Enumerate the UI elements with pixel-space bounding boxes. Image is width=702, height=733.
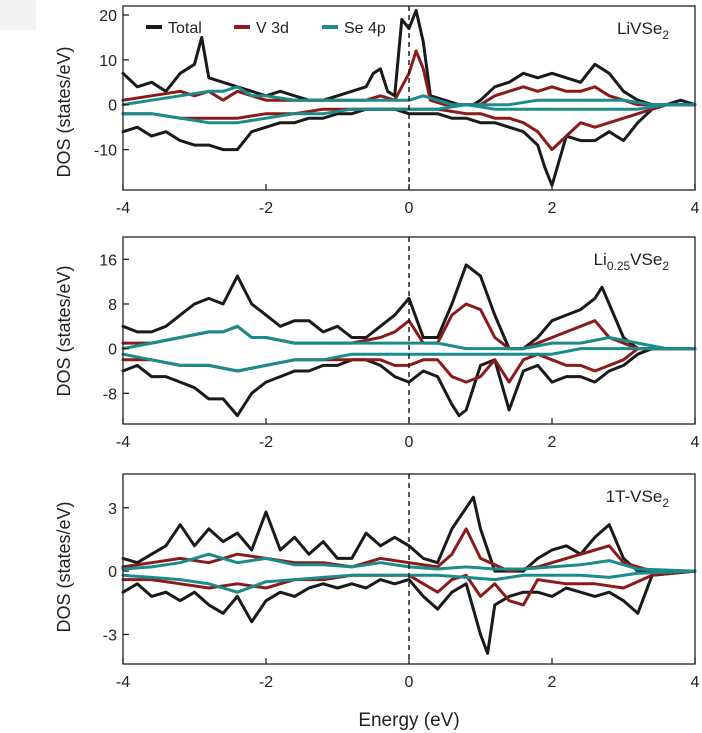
panel-label-subscript: 0.25 [607, 259, 631, 273]
x-tick-label: 2 [548, 200, 557, 217]
x-tick-label: -4 [116, 674, 130, 691]
x-tick-label: 2 [548, 674, 557, 691]
series-se-4p-down [121, 347, 697, 373]
legend: Total V 3d Se 4p [146, 20, 386, 37]
x-tick-label: -2 [259, 674, 273, 691]
series-v-3d-up [121, 527, 697, 573]
y-tick-label: 20 [99, 8, 117, 25]
y-tick-label: -8 [103, 386, 117, 403]
series-total-up [121, 263, 697, 351]
x-tick-label: -4 [116, 434, 130, 451]
series-total-down [121, 569, 697, 655]
x-tick-label: 4 [691, 674, 700, 691]
y-tick-label: 3 [108, 501, 117, 518]
y-tick-label: 10 [99, 53, 117, 70]
x-tick-label: 2 [548, 434, 557, 451]
panel-label: Li0.25VSe2 [594, 250, 670, 273]
legend-label-total: Total [168, 20, 202, 37]
x-tick-label: 0 [405, 434, 414, 451]
y-tick-label: 8 [108, 297, 117, 314]
series-total-up [121, 495, 697, 573]
series-total-down [121, 103, 697, 187]
series-se-4p-up [121, 552, 697, 573]
x-tick-label: -2 [259, 434, 273, 451]
series-v-3d-down [121, 569, 697, 607]
y-tick-label: 0 [108, 98, 117, 115]
series-v-3d-down [121, 103, 697, 152]
legend-label-v-3d: V 3d [256, 20, 289, 37]
x-tick-label: 0 [405, 674, 414, 691]
panel-label-text: Li [594, 250, 607, 269]
x-tick-label: 0 [405, 200, 414, 217]
series-se-4p-down [121, 569, 697, 594]
y-tick-label: -10 [94, 143, 117, 160]
panel-label-text: 1T-VSe [606, 487, 663, 506]
panel-label-text: VSe [630, 250, 662, 269]
y-tick-label: 16 [99, 252, 117, 269]
y-tick-label: -3 [103, 627, 117, 644]
x-axis-label: Energy (eV) [358, 710, 459, 731]
y-axis-label: DOS (states/eV) [54, 501, 74, 632]
series-se-4p-up [121, 324, 697, 351]
legend-label-se-4p: Se 4p [344, 20, 386, 37]
panel-label-subscript: 2 [662, 28, 669, 42]
y-tick-label: 0 [108, 564, 117, 581]
corner-box [0, 0, 36, 30]
x-tick-label: -4 [116, 200, 130, 217]
y-axis-label: DOS (states/eV) [54, 46, 74, 177]
x-tick-label: -2 [259, 200, 273, 217]
x-tick-label: 4 [691, 200, 700, 217]
series-total-down [121, 347, 697, 418]
panel-label: 1T-VSe2 [606, 487, 670, 510]
y-tick-label: 0 [108, 342, 117, 359]
y-axis-label: DOS (states/eV) [54, 265, 74, 396]
panel-label-subscript: 2 [662, 259, 669, 273]
panel-label: LiVSe2 [617, 19, 669, 42]
panel-label-subscript: 2 [662, 496, 669, 510]
x-tick-label: 4 [691, 434, 700, 451]
series-total-up [121, 9, 697, 107]
panel-label-text: LiVSe [617, 19, 662, 38]
series-v-3d-up [121, 49, 697, 107]
